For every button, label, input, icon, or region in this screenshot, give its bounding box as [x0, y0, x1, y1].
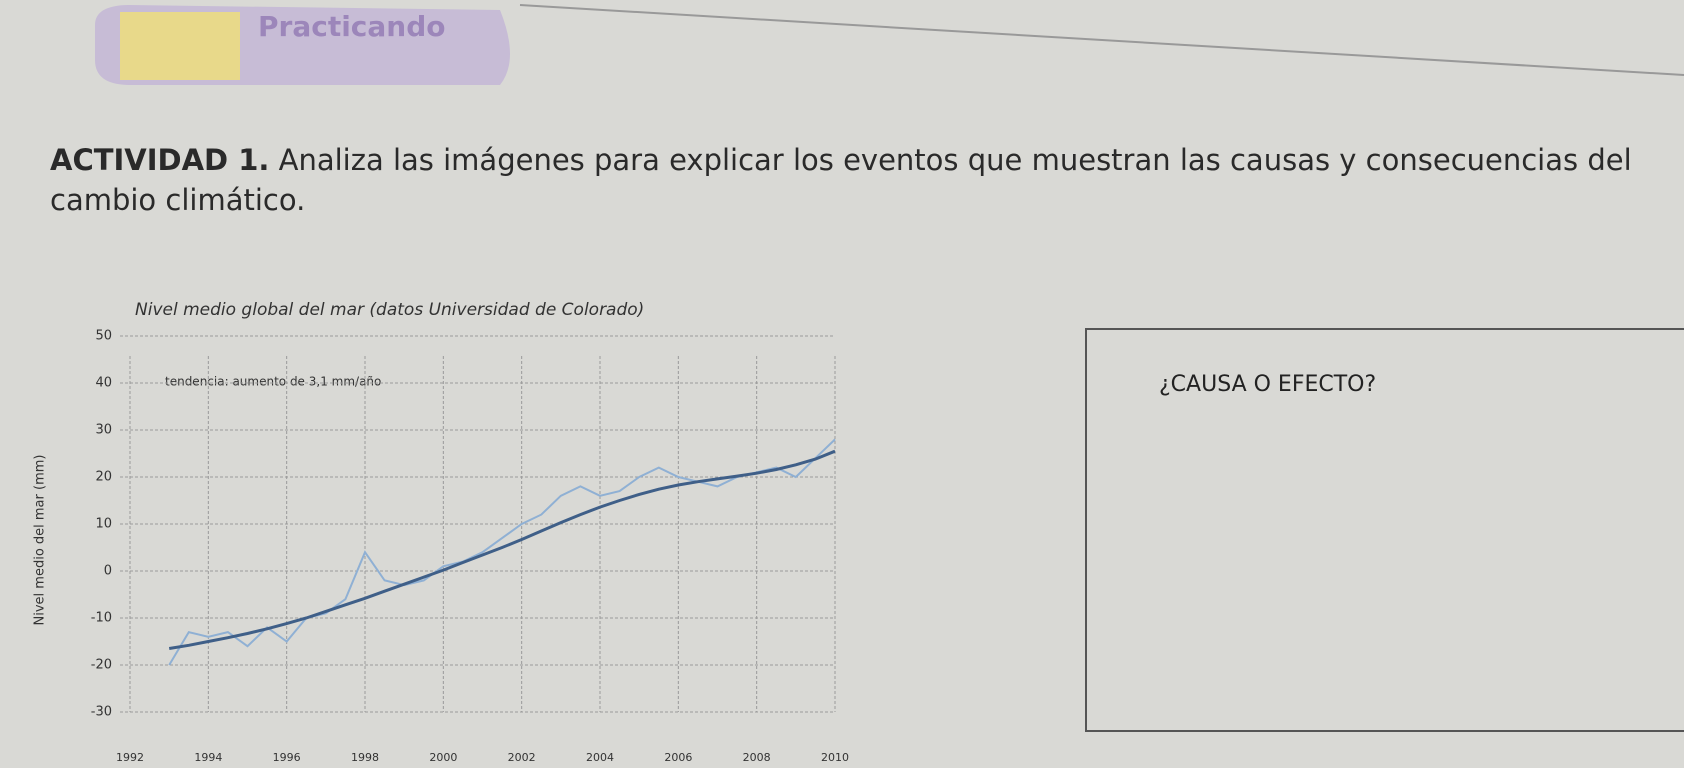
y-tick-label: 10 — [95, 517, 112, 532]
y-tick-label: -10 — [91, 611, 112, 626]
y-tick-label: -20 — [91, 658, 112, 673]
activity-text: Analiza las imágenes para explicar los e… — [50, 143, 1632, 217]
y-axis-label: Nivel medio del mar (mm) — [33, 455, 48, 626]
y-tick-label: 20 — [95, 470, 112, 485]
x-tick-label: 2008 — [743, 751, 771, 764]
y-tick-label: 0 — [104, 564, 112, 579]
x-tick-label: 2006 — [664, 751, 692, 764]
activity: ACTIVIDAD 1. Analiza las imágenes para e… — [50, 140, 1670, 220]
series-line — [168, 438, 836, 666]
x-tick-label: 1998 — [351, 751, 379, 764]
y-tick-label: -30 — [91, 705, 112, 720]
header-icon — [120, 12, 240, 80]
y-tick-label: 50 — [95, 329, 112, 344]
y-tick-label: 30 — [95, 423, 112, 438]
x-tick-label: 1992 — [116, 751, 144, 764]
x-tick-label: 2010 — [821, 751, 849, 764]
x-tick-label: 2000 — [429, 751, 457, 764]
header-title: Practicando — [258, 10, 446, 43]
header-line — [519, 4, 1684, 76]
annotation: tendencia: aumento de 3,1 mm/año — [165, 375, 381, 389]
series-line — [168, 449, 836, 650]
box-text: ¿CAUSA O EFECTO? — [1159, 372, 1377, 397]
x-tick-label: 2004 — [586, 751, 614, 764]
y-tick-label: 40 — [95, 376, 112, 391]
answer-box: ¿CAUSA O EFECTO? — [1085, 328, 1684, 732]
x-tick-label: 1994 — [194, 751, 222, 764]
chart-title: Nivel medio global del mar (datos Univer… — [135, 300, 644, 320]
x-tick-label: 2002 — [508, 751, 536, 764]
activity-label: ACTIVIDAD 1. — [50, 143, 270, 177]
x-tick-label: 1996 — [273, 751, 301, 764]
